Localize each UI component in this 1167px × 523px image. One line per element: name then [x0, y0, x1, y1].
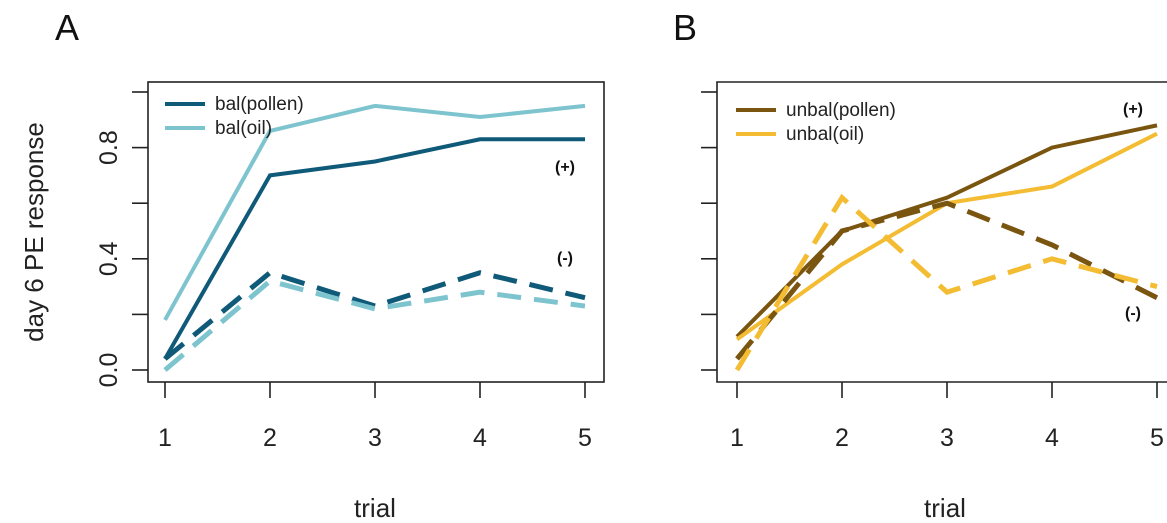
panel-a: A 1 2 3 4 5 0.0 0.4 0.8 bal(pollen) bal(oil) (+)…: [55, 7, 605, 523]
dashed-line: [735, 200, 1159, 361]
y-tick-label: 0.4: [95, 241, 123, 276]
legend-label: bal(pollen): [215, 94, 304, 115]
legend-label: unbal(oil): [786, 124, 864, 145]
group-annotation: (-): [1125, 305, 1141, 322]
unbal-oil-line: [735, 131, 1158, 342]
x-tick-label: 2: [835, 424, 849, 452]
series-a: [163, 103, 586, 372]
panel-label-a: A: [55, 7, 79, 48]
plot-frame-a: [147, 81, 605, 383]
bal-oil-line: [163, 103, 586, 321]
x-axis-title-b: trial: [924, 493, 966, 523]
group-annotation: (-): [557, 250, 573, 267]
panel-b: B 1 2 3 4 5 unbal(pollen) unbal(oil) (+) (-) t…: [673, 7, 1167, 523]
y-tick-label: 0.8: [95, 130, 123, 165]
dashed-line: [163, 269, 586, 361]
annotations-b: (+) (-): [1123, 101, 1143, 322]
unbal-pollen-line: [735, 123, 1158, 339]
group-annotation: (+): [555, 159, 575, 176]
x-tick-label: 2: [263, 424, 277, 452]
x-tick-label: 1: [158, 424, 172, 452]
y-axis-title: day 6 PE response: [19, 122, 49, 342]
x-tick-label: 3: [368, 424, 382, 452]
x-tick-label: 1: [730, 424, 744, 452]
axes-b: 1 2 3 4 5: [701, 91, 1164, 452]
x-axis-title-a: trial: [354, 493, 396, 523]
annotations-a: (+) (-): [555, 159, 575, 267]
group-annotation: (+): [1123, 101, 1143, 118]
legend-label: bal(oil): [215, 118, 272, 139]
dashed-line: [734, 193, 1158, 372]
legend-b: unbal(pollen) unbal(oil): [736, 100, 896, 145]
dashed-line: [163, 278, 586, 372]
plot-frame-b: [716, 81, 1167, 383]
legend-label: unbal(pollen): [786, 100, 896, 121]
x-tick-label: 5: [578, 424, 592, 452]
x-tick-label: 3: [940, 424, 954, 452]
axes-a: 1 2 3 4 5 0.0 0.4 0.8: [95, 91, 592, 452]
series-b: [734, 123, 1159, 372]
x-tick-label: 4: [1045, 424, 1059, 452]
y-tick-label: 0.0: [95, 353, 123, 388]
x-tick-label: 4: [473, 424, 487, 452]
panel-label-b: B: [673, 7, 697, 48]
x-tick-label: 5: [1150, 424, 1164, 452]
bal-pollen-line: [163, 137, 585, 360]
legend-a: bal(pollen) bal(oil): [165, 94, 304, 139]
